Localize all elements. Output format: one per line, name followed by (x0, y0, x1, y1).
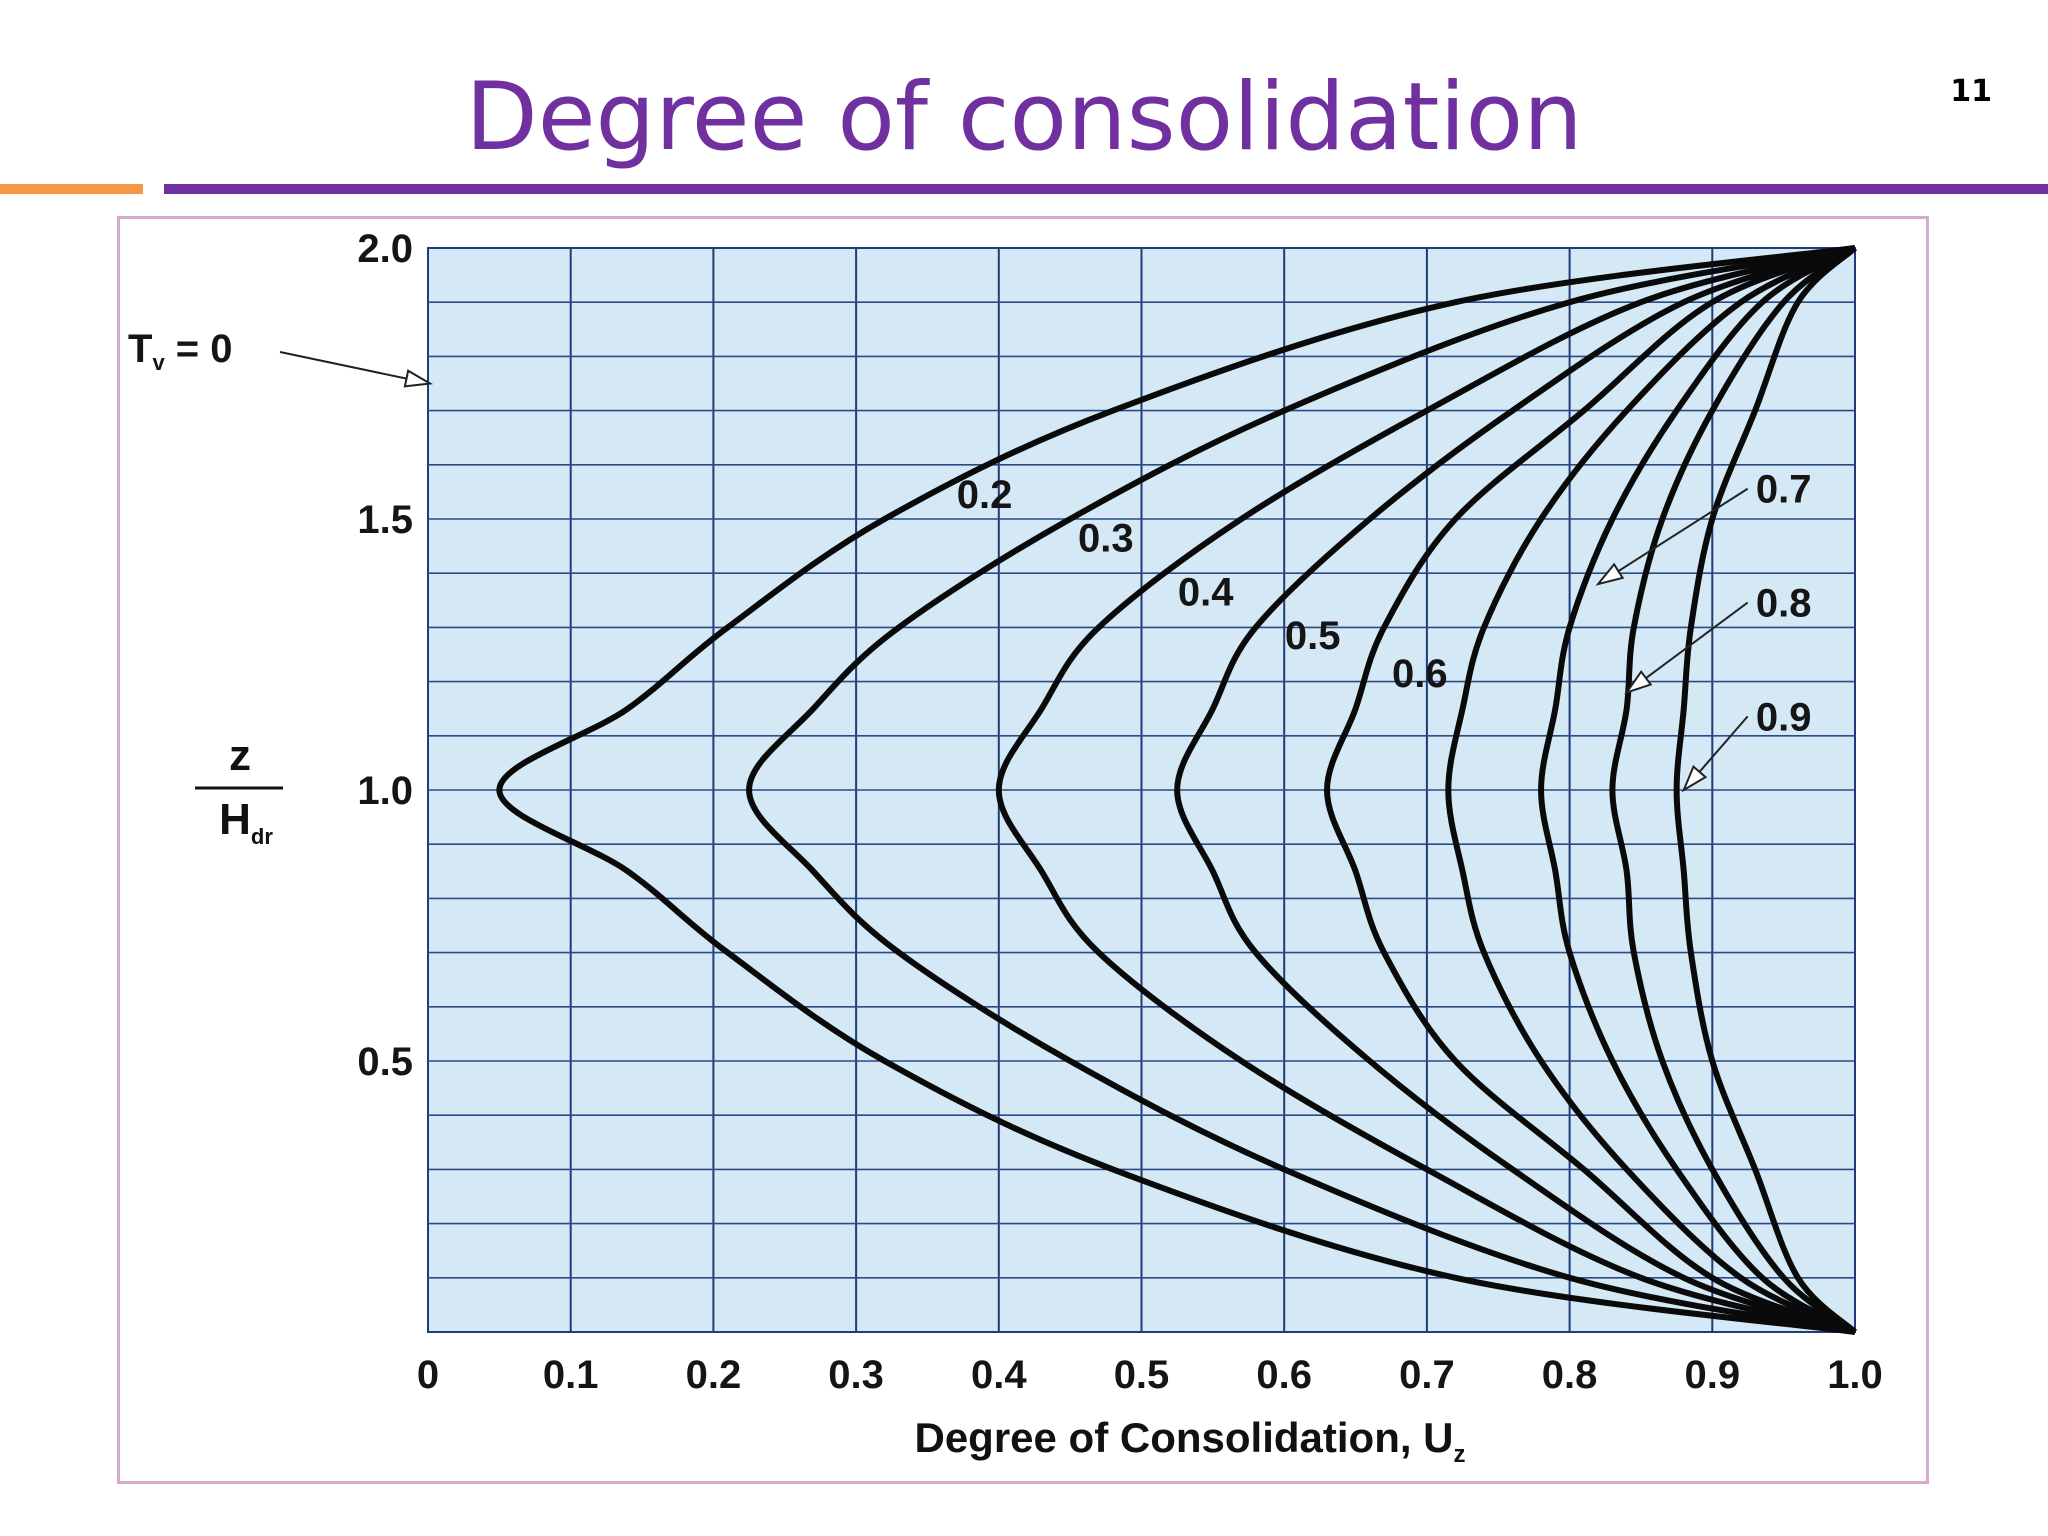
label-tv-0_9: 0.9 (1756, 695, 1812, 739)
curve-tv-0_2 (746, 245, 1856, 1335)
y-axis-label-numerator: z (229, 731, 251, 780)
x-axis-label-main: Degree of Consolidation, U (914, 1414, 1453, 1461)
label-tv-0_4: 0.4 (1178, 571, 1234, 615)
x-tick-label: 0.6 (1256, 1353, 1312, 1397)
annotation-arrowhead (1681, 764, 1708, 793)
x-tick-label: 1.0 (1827, 1353, 1883, 1397)
grid-lines (428, 248, 1855, 1332)
x-tick-label: 0.7 (1399, 1353, 1455, 1397)
x-tick-label: 0.8 (1542, 1353, 1598, 1397)
y-tick-label: 0.5 (357, 1040, 413, 1084)
annotation-leader (1626, 601, 1749, 694)
y-axis-label-denominator-subscript: dr (251, 824, 273, 849)
label-tv-0_8: 0.8 (1756, 582, 1812, 626)
curve-annotations: Tv = 0 0.2 0.3 0.4 0.5 0.6 0.7 0.8 0.9 (128, 327, 1812, 793)
chart-frame (117, 216, 1929, 1484)
curve-tv-0_5 (1324, 245, 1857, 1335)
annotation-arrowhead (403, 369, 434, 388)
annotation-arrowhead (1595, 562, 1625, 586)
y-axis-label: z Hdr (195, 731, 283, 849)
isochrone-curves (496, 245, 1858, 1335)
x-tick-label: 0.4 (971, 1353, 1027, 1397)
y-tick-label: 2.0 (357, 227, 413, 271)
curve-tv-0_9 (1673, 245, 1858, 1335)
label-tv-0_3: 0.3 (1078, 517, 1134, 561)
curve-tv-0_3 (995, 245, 1856, 1335)
title-rule-purple (164, 184, 2048, 194)
curve-tv-0_1 (496, 245, 1856, 1335)
x-tick-label: 0.3 (828, 1353, 884, 1397)
x-tick-label: 0.1 (543, 1353, 599, 1397)
x-tick-label: 0.2 (686, 1353, 742, 1397)
curve-tv-0_6 (1445, 245, 1857, 1335)
curve-tv-0_4 (1174, 245, 1856, 1335)
x-tick-label: 0.5 (1114, 1353, 1170, 1397)
label-tv-0_7: 0.7 (1756, 468, 1812, 512)
y-tick-label: 1.5 (357, 498, 413, 542)
label-tv-0_5: 0.5 (1285, 614, 1341, 658)
y-axis-label-denominator: Hdr (219, 795, 273, 849)
tick-labels: 0 0.1 0.2 0.3 0.4 0.5 0.6 0.7 0.8 0.9 1.0 0.5 1.0 1.5… (357, 227, 1882, 1397)
annotation-arrowhead (1624, 669, 1653, 695)
label-tv-0_2: 0.2 (957, 473, 1013, 517)
label-tv-0_6: 0.6 (1392, 652, 1448, 696)
curve-tv-0_8 (1609, 245, 1857, 1335)
annotation-leader (279, 351, 431, 385)
page-number: 11 (1950, 74, 1992, 109)
x-axis-label-subscript: z (1454, 1441, 1466, 1468)
slide-title: Degree of consolidation (465, 63, 1583, 172)
y-tick-label: 1.0 (357, 769, 413, 813)
x-tick-label: 0.9 (1684, 1353, 1740, 1397)
title-rule-orange (0, 184, 143, 194)
y-axis-label-denominator-main: H (219, 795, 251, 844)
x-tick-label: 0 (417, 1353, 439, 1397)
curve-tv-0_7 (1538, 245, 1857, 1335)
annotation-leader (1597, 487, 1749, 585)
label-tv-zero: Tv = 0 (128, 327, 233, 375)
x-axis-label: Degree of Consolidation, Uz (914, 1414, 1465, 1468)
